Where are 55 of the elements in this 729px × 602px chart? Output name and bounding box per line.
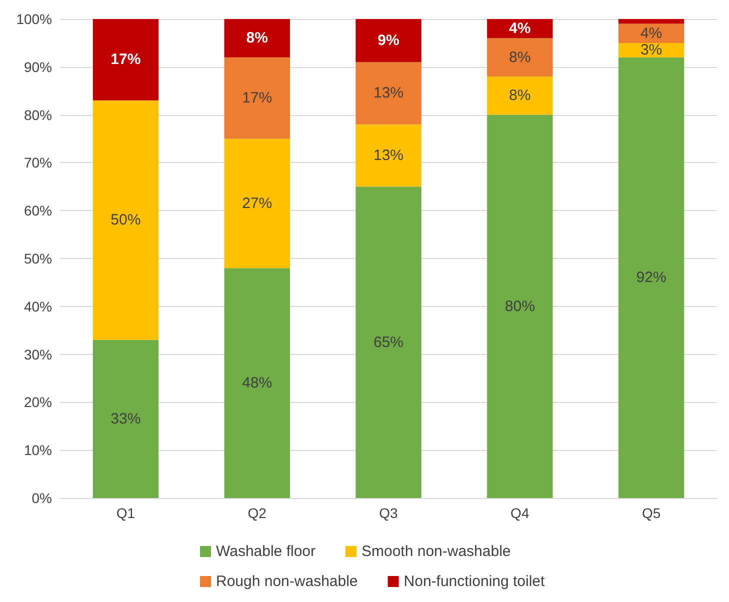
data-label: 92% (636, 269, 666, 286)
bar (618, 24, 684, 43)
bar (618, 19, 684, 24)
bar (356, 62, 422, 124)
data-label: 50% (110, 212, 141, 229)
y-tick-label: 70% (24, 154, 52, 171)
y-tick-label: 10% (24, 442, 52, 458)
bar (356, 19, 422, 62)
bar (224, 19, 290, 58)
bar (487, 114, 553, 498)
bar (487, 38, 553, 76)
data-label: 33% (110, 410, 141, 428)
bar (618, 57, 684, 498)
data-label: 8% (509, 87, 531, 104)
data-label: 65% (373, 334, 404, 351)
data-label: 4% (509, 20, 531, 38)
y-tick-label: 30% (24, 346, 52, 362)
x-tick-label: Q5 (642, 505, 661, 521)
bar (224, 138, 290, 268)
bar (224, 57, 290, 139)
bar (92, 19, 159, 100)
bar (356, 124, 422, 187)
y-tick-label: 80% (24, 106, 52, 123)
x-tick-label: Q4 (510, 505, 530, 521)
legend-label: Rough non-washable (216, 573, 358, 590)
y-tick-label: 20% (24, 394, 52, 410)
data-label: 13% (373, 147, 404, 164)
y-tick-label: 50% (24, 250, 52, 266)
y-tick-label: 90% (24, 58, 52, 75)
data-label: 8% (246, 30, 268, 47)
y-tick-label: 60% (24, 202, 52, 219)
data-label: 4% (640, 24, 662, 42)
x-tick-label: Q1 (116, 505, 136, 521)
x-tick-label: Q2 (248, 505, 267, 521)
data-label: 48% (242, 374, 272, 392)
data-label: 80% (504, 298, 535, 315)
x-tick-label: Q3 (379, 505, 398, 521)
bar (487, 76, 553, 115)
legend-label: Non-functioning toilet (404, 573, 546, 590)
data-label: 9% (378, 32, 400, 50)
bar (92, 100, 159, 340)
legend-label: Washable floor (216, 543, 316, 560)
y-tick-label: 100% (16, 11, 52, 27)
data-label: 17% (242, 90, 272, 107)
legend-label: Smooth non-washable (361, 543, 511, 560)
data-label: 13% (373, 84, 404, 102)
bar (356, 186, 422, 498)
bar (224, 268, 290, 498)
bar (92, 340, 159, 498)
y-tick-label: 0% (32, 490, 52, 506)
y-tick-label: 40% (24, 298, 52, 314)
data-label: 3% (640, 42, 662, 59)
data-label: 8% (509, 48, 531, 66)
data-label: 17% (110, 51, 141, 68)
data-label: 27% (242, 194, 272, 212)
